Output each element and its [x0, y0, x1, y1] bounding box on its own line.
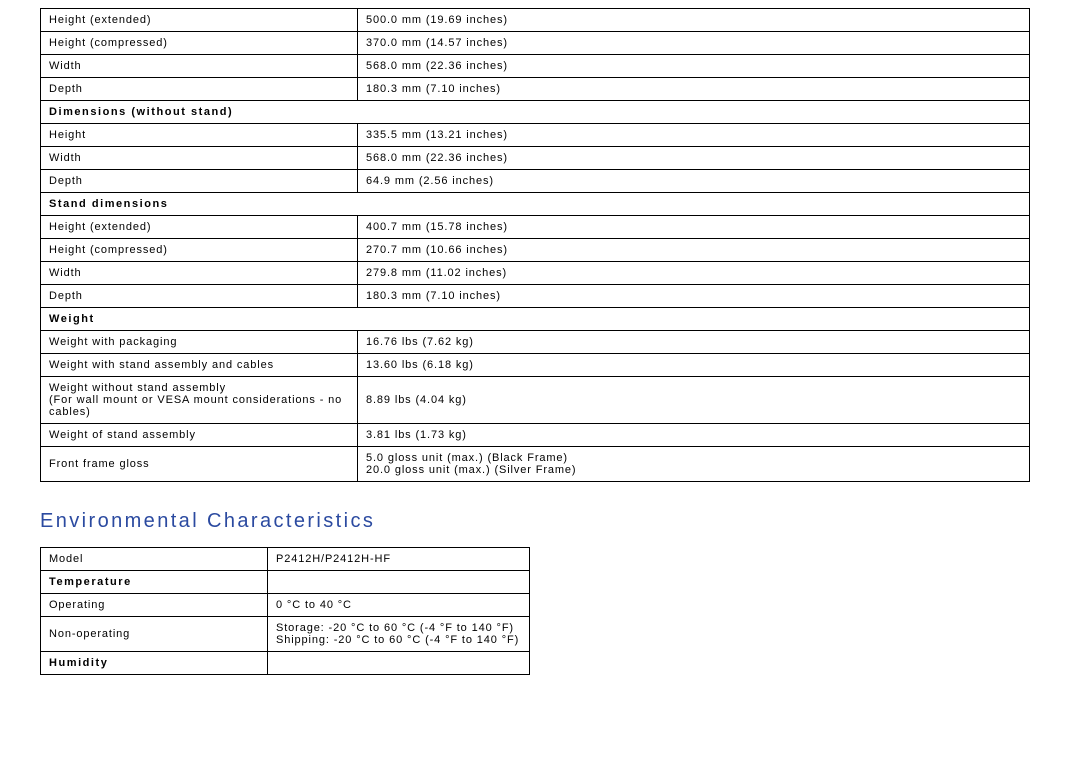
table-row: Height (compressed) 270.7 mm (10.66 inch… [41, 239, 1030, 262]
table-row: Width 568.0 mm (22.36 inches) [41, 147, 1030, 170]
spec-label: Height [41, 124, 358, 147]
spec-value: 270.7 mm (10.66 inches) [358, 239, 1030, 262]
spec-label: Depth [41, 285, 358, 308]
spec-value: 0 °C to 40 °C [268, 594, 530, 617]
spec-label: Height (extended) [41, 9, 358, 32]
spec-value-line1: Storage: -20 °C to 60 °C (-4 °F to 140 °… [276, 622, 514, 634]
table-row: Weight of stand assembly 3.81 lbs (1.73 … [41, 424, 1030, 447]
table-row: Weight with packaging 16.76 lbs (7.62 kg… [41, 331, 1030, 354]
spec-value: 5.0 gloss unit (max.) (Black Frame) 20.0… [358, 447, 1030, 482]
spec-label: Height (compressed) [41, 239, 358, 262]
spec-value: 568.0 mm (22.36 inches) [358, 55, 1030, 78]
section-header: Weight [41, 308, 1030, 331]
spec-label: Height (extended) [41, 216, 358, 239]
spec-label: Weight with stand assembly and cables [41, 354, 358, 377]
section-header-row: Stand dimensions [41, 193, 1030, 216]
spec-value: 3.81 lbs (1.73 kg) [358, 424, 1030, 447]
table-row: Width 568.0 mm (22.36 inches) [41, 55, 1030, 78]
table-row: Model P2412H/P2412H-HF [41, 548, 530, 571]
table-row: Depth 180.3 mm (7.10 inches) [41, 78, 1030, 101]
spec-value: 13.60 lbs (6.18 kg) [358, 354, 1030, 377]
spec-value: 500.0 mm (19.69 inches) [358, 9, 1030, 32]
table-row: Operating 0 °C to 40 °C [41, 594, 530, 617]
table-row: Front frame gloss 5.0 gloss unit (max.) … [41, 447, 1030, 482]
spec-value: Storage: -20 °C to 60 °C (-4 °F to 140 °… [268, 617, 530, 652]
spec-label: Depth [41, 78, 358, 101]
table-row: Depth 64.9 mm (2.56 inches) [41, 170, 1030, 193]
spec-value: 400.7 mm (15.78 inches) [358, 216, 1030, 239]
table-row: Height (compressed) 370.0 mm (14.57 inch… [41, 32, 1030, 55]
spec-label: Depth [41, 170, 358, 193]
table-row: Weight without stand assembly (For wall … [41, 377, 1030, 424]
spec-value: 370.0 mm (14.57 inches) [358, 32, 1030, 55]
section-header-row: Humidity [41, 652, 530, 675]
table-row: Non-operating Storage: -20 °C to 60 °C (… [41, 617, 530, 652]
spec-label-line2: (For wall mount or VESA mount considerat… [49, 394, 342, 418]
section-header-row: Dimensions (without stand) [41, 101, 1030, 124]
environmental-characteristics-table: Model P2412H/P2412H-HF Temperature Opera… [40, 547, 530, 675]
section-header: Humidity [41, 652, 268, 675]
spec-value: 180.3 mm (7.10 inches) [358, 78, 1030, 101]
spec-label: Weight of stand assembly [41, 424, 358, 447]
spec-label: Operating [41, 594, 268, 617]
section-header: Temperature [41, 571, 268, 594]
section-header: Dimensions (without stand) [41, 101, 1030, 124]
spec-value: 16.76 lbs (7.62 kg) [358, 331, 1030, 354]
spec-value: 8.89 lbs (4.04 kg) [358, 377, 1030, 424]
spec-label: Width [41, 147, 358, 170]
table-row: Height 335.5 mm (13.21 inches) [41, 124, 1030, 147]
section-header-row: Weight [41, 308, 1030, 331]
table-row: Weight with stand assembly and cables 13… [41, 354, 1030, 377]
spec-value: 180.3 mm (7.10 inches) [358, 285, 1030, 308]
spec-label: Model [41, 548, 268, 571]
empty-cell [268, 652, 530, 675]
spec-label: Width [41, 55, 358, 78]
table-row: Width 279.8 mm (11.02 inches) [41, 262, 1030, 285]
spec-label: Width [41, 262, 358, 285]
spec-value: 335.5 mm (13.21 inches) [358, 124, 1030, 147]
physical-characteristics-table: Height (extended) 500.0 mm (19.69 inches… [40, 8, 1030, 482]
spec-label: Front frame gloss [41, 447, 358, 482]
spec-value-line1: 5.0 gloss unit (max.) (Black Frame) [366, 452, 568, 464]
table-row: Height (extended) 400.7 mm (15.78 inches… [41, 216, 1030, 239]
spec-value: 64.9 mm (2.56 inches) [358, 170, 1030, 193]
table-row: Height (extended) 500.0 mm (19.69 inches… [41, 9, 1030, 32]
spec-value-line2: 20.0 gloss unit (max.) (Silver Frame) [366, 464, 576, 476]
spec-value: P2412H/P2412H-HF [268, 548, 530, 571]
spec-label: Height (compressed) [41, 32, 358, 55]
environmental-characteristics-heading: Environmental Characteristics [40, 510, 1060, 533]
spec-value-line2: Shipping: -20 °C to 60 °C (-4 °F to 140 … [276, 634, 519, 646]
spec-value: 568.0 mm (22.36 inches) [358, 147, 1030, 170]
spec-label: Weight with packaging [41, 331, 358, 354]
section-header: Stand dimensions [41, 193, 1030, 216]
spec-value: 279.8 mm (11.02 inches) [358, 262, 1030, 285]
section-header-row: Temperature [41, 571, 530, 594]
spec-label-line1: Weight without stand assembly [49, 382, 226, 394]
table-row: Depth 180.3 mm (7.10 inches) [41, 285, 1030, 308]
spec-label: Weight without stand assembly (For wall … [41, 377, 358, 424]
empty-cell [268, 571, 530, 594]
spec-label: Non-operating [41, 617, 268, 652]
